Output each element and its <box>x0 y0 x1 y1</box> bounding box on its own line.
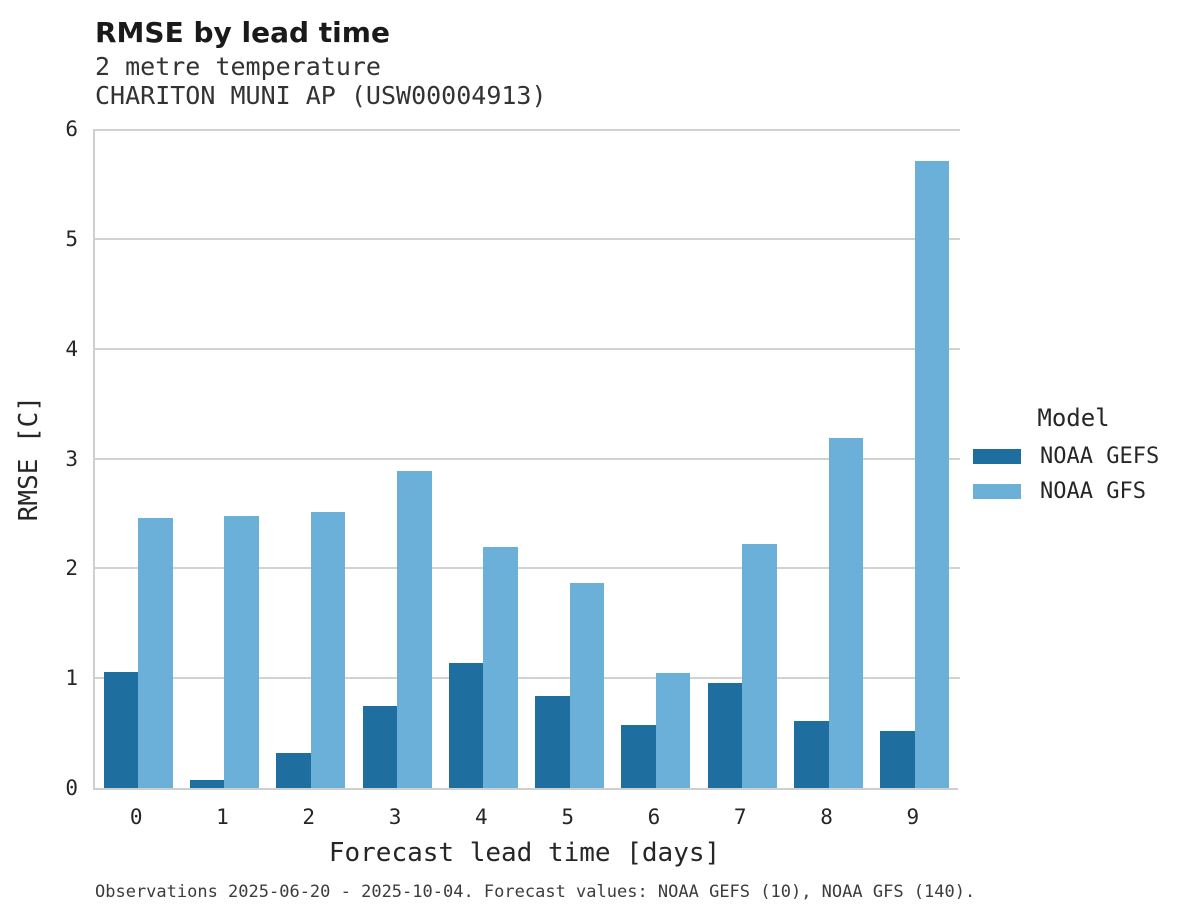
y-tick-label-1: 1 <box>65 666 78 691</box>
x-tick-label-1: 1 <box>216 805 229 829</box>
bar-noaa-gefs-lead-3 <box>362 705 398 788</box>
legend-item-label: NOAA GEFS <box>1040 443 1160 469</box>
y-tick-label-2: 2 <box>65 556 78 581</box>
plot-area <box>93 129 960 790</box>
x-tick-label-0: 0 <box>129 805 143 829</box>
grid-line-y-1 <box>95 677 960 680</box>
x-axis-label: Forecast lead time [days] <box>328 838 721 868</box>
x-tick-label-3: 3 <box>388 805 402 829</box>
x-tick-label-2: 2 <box>302 805 316 829</box>
footer-note: Observations 2025-06-20 - 2025-10-04. Fo… <box>95 882 976 902</box>
legend-item: NOAA GEFS <box>966 443 1181 469</box>
bar-noaa-gfs-lead-6 <box>655 672 691 788</box>
y-tick-label-6: 6 <box>65 117 78 141</box>
chart-title: RMSE by lead time <box>95 16 390 49</box>
bar-noaa-gefs-lead-9 <box>880 730 915 788</box>
bar-noaa-gfs-lead-4 <box>483 547 518 788</box>
grid-line-y-5 <box>95 237 960 240</box>
bar-noaa-gefs-lead-2 <box>276 752 311 788</box>
legend-swatch-noaa-gfs <box>973 483 1021 499</box>
chart-subtitle-variable: 2 metre temperature <box>95 52 381 81</box>
x-tick-label-8: 8 <box>820 805 833 829</box>
bar-noaa-gfs-lead-8 <box>828 437 864 788</box>
y-tick-label-4: 4 <box>65 336 78 361</box>
grid-line-y-3 <box>95 457 960 460</box>
bar-noaa-gfs-lead-9 <box>914 160 950 788</box>
bar-noaa-gefs-lead-1 <box>189 780 225 788</box>
x-tick-label-6: 6 <box>647 805 661 829</box>
bar-noaa-gefs-lead-5 <box>535 695 570 788</box>
x-tick-label-5: 5 <box>561 805 574 829</box>
bar-noaa-gefs-lead-8 <box>794 721 829 788</box>
legend-item-label: NOAA GFS <box>1040 478 1146 504</box>
x-axis-ticks: 0 1 2 3 4 5 6 7 8 9 <box>93 804 956 830</box>
bar-noaa-gfs-lead-2 <box>310 512 346 788</box>
legend: Model NOAA GEFS NOAA GFS <box>966 404 1181 514</box>
bar-noaa-gefs-lead-0 <box>103 671 139 788</box>
y-tick-label-3: 3 <box>65 446 78 471</box>
y-axis-ticks: 0 1 2 3 4 5 6 <box>38 118 78 799</box>
y-tick-label-5: 5 <box>65 226 78 251</box>
bar-noaa-gfs-lead-7 <box>742 544 777 788</box>
bar-noaa-gefs-lead-4 <box>448 662 484 788</box>
y-tick-label-0: 0 <box>65 776 78 800</box>
bar-noaa-gfs-lead-3 <box>397 470 432 788</box>
bar-noaa-gefs-lead-7 <box>707 682 743 788</box>
legend-swatch-noaa-gefs <box>973 448 1021 464</box>
x-tick-label-4: 4 <box>475 805 488 829</box>
grid-line-y-2 <box>95 567 960 570</box>
legend-item: NOAA GFS <box>966 478 1181 504</box>
grid-line-y-4 <box>95 347 960 350</box>
bar-noaa-gfs-lead-1 <box>224 515 259 788</box>
x-tick-label-7: 7 <box>733 805 747 829</box>
legend-title: Model <box>1037 404 1110 432</box>
bar-noaa-gfs-lead-5 <box>569 582 605 788</box>
chart-subtitle-station: CHARITON MUNI AP (USW00004913) <box>95 81 547 110</box>
bar-noaa-gefs-lead-6 <box>621 725 656 788</box>
x-tick-label-9: 9 <box>906 805 920 829</box>
bar-noaa-gfs-lead-0 <box>138 517 173 788</box>
grid-line-y-6 <box>95 129 960 131</box>
